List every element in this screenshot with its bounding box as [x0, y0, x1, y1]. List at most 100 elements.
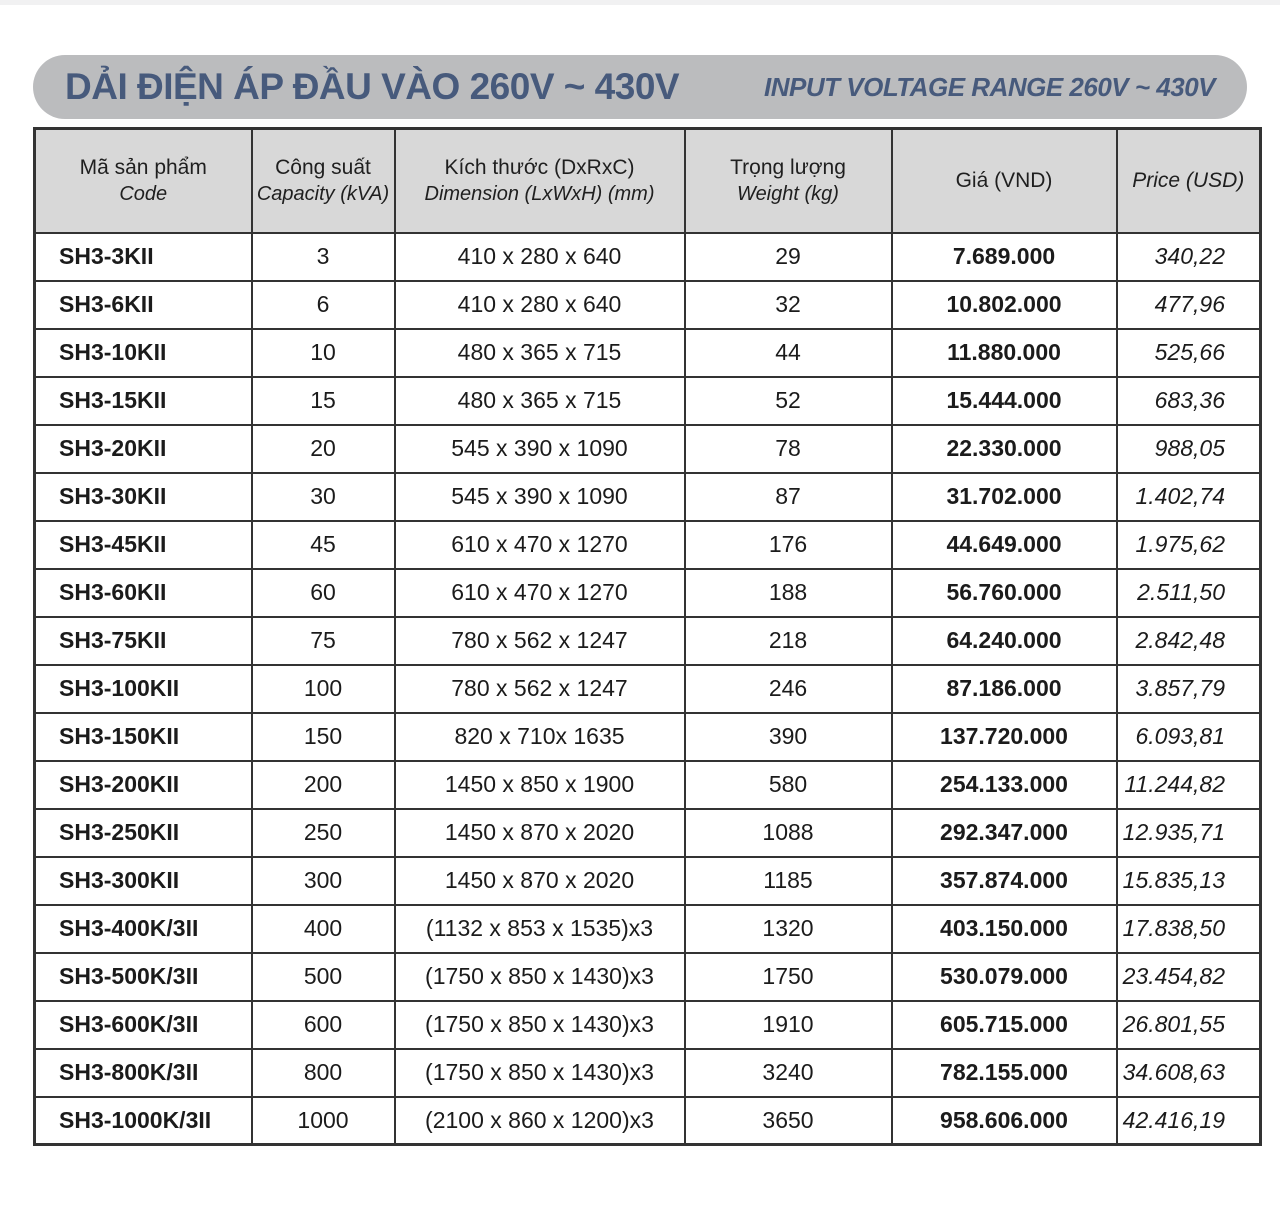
cell-product-code: SH3-250KII [33, 807, 253, 858]
page-top-edge [0, 0, 1280, 5]
table-row: SH3-3KII 3 410 x 280 x 640 29 7.689.000 … [33, 231, 1262, 282]
cell-product-code: SH3-10KII [33, 327, 253, 378]
cell-weight: 580 [683, 759, 893, 810]
cell-dimension: 610 x 470 x 1270 [393, 567, 686, 618]
cell-capacity: 6 [250, 279, 396, 330]
table-row: SH3-800K/3II 800 (1750 x 850 x 1430)x3 3… [33, 1047, 1262, 1098]
cell-product-code: SH3-800K/3II [33, 1047, 253, 1098]
price-table: Mã sản phẩm Code Công suất Capacity (kVA… [33, 127, 1262, 1146]
cell-price-vnd: 254.133.000 [890, 759, 1118, 810]
cell-product-code: SH3-200KII [33, 759, 253, 810]
cell-price-usd: 683,36 [1115, 375, 1262, 426]
cell-weight: 1185 [683, 855, 893, 906]
cell-price-vnd: 137.720.000 [890, 711, 1118, 762]
cell-product-code: SH3-6KII [33, 279, 253, 330]
table-header-row: Mã sản phẩm Code Công suất Capacity (kVA… [33, 127, 1262, 234]
table-row: SH3-10KII 10 480 x 365 x 715 44 11.880.0… [33, 327, 1262, 378]
cell-price-usd: 1.402,74 [1115, 471, 1262, 522]
cell-price-vnd: 403.150.000 [890, 903, 1118, 954]
cell-capacity: 60 [250, 567, 396, 618]
cell-price-usd: 34.608,63 [1115, 1047, 1262, 1098]
cell-dimension: (1750 x 850 x 1430)x3 [393, 951, 686, 1002]
cell-capacity: 250 [250, 807, 396, 858]
cell-price-usd: 2.842,48 [1115, 615, 1262, 666]
cell-weight: 1088 [683, 807, 893, 858]
cell-dimension: 1450 x 870 x 2020 [393, 855, 686, 906]
cell-product-code: SH3-500K/3II [33, 951, 253, 1002]
header-weight: Trọng lượng Weight (kg) [683, 127, 893, 234]
cell-dimension: 820 x 710x 1635 [393, 711, 686, 762]
cell-weight: 1910 [683, 999, 893, 1050]
cell-capacity: 10 [250, 327, 396, 378]
cell-capacity: 400 [250, 903, 396, 954]
table-row: SH3-45KII 45 610 x 470 x 1270 176 44.649… [33, 519, 1262, 570]
cell-dimension: 545 x 390 x 1090 [393, 423, 686, 474]
header-dimension-vi: Kích thước (DxRxC) [444, 155, 635, 179]
cell-price-vnd: 31.702.000 [890, 471, 1118, 522]
cell-capacity: 45 [250, 519, 396, 570]
table-row: SH3-60KII 60 610 x 470 x 1270 188 56.760… [33, 567, 1262, 618]
cell-capacity: 3 [250, 231, 396, 282]
cell-price-usd: 2.511,50 [1115, 567, 1262, 618]
cell-capacity: 20 [250, 423, 396, 474]
header-dimension-en: Dimension (LxWxH) (mm) [424, 182, 655, 205]
cell-capacity: 1000 [250, 1095, 396, 1146]
cell-product-code: SH3-60KII [33, 567, 253, 618]
cell-price-usd: 11.244,82 [1115, 759, 1262, 810]
header-price-vnd: Giá (VND) [890, 127, 1118, 234]
cell-dimension: (1132 x 853 x 1535)x3 [393, 903, 686, 954]
cell-weight: 3240 [683, 1047, 893, 1098]
cell-product-code: SH3-1000K/3II [33, 1095, 253, 1146]
header-dimension: Kích thước (DxRxC) Dimension (LxWxH) (mm… [393, 127, 686, 234]
header-code: Mã sản phẩm Code [33, 127, 253, 234]
cell-price-usd: 6.093,81 [1115, 711, 1262, 762]
cell-product-code: SH3-30KII [33, 471, 253, 522]
cell-price-vnd: 22.330.000 [890, 423, 1118, 474]
cell-price-usd: 12.935,71 [1115, 807, 1262, 858]
header-code-en: Code [119, 182, 168, 205]
cell-capacity: 100 [250, 663, 396, 714]
cell-price-usd: 1.975,62 [1115, 519, 1262, 570]
cell-product-code: SH3-45KII [33, 519, 253, 570]
cell-price-vnd: 56.760.000 [890, 567, 1118, 618]
cell-price-vnd: 64.240.000 [890, 615, 1118, 666]
cell-price-vnd: 10.802.000 [890, 279, 1118, 330]
cell-price-usd: 477,96 [1115, 279, 1262, 330]
table-row: SH3-200KII 200 1450 x 850 x 1900 580 254… [33, 759, 1262, 810]
cell-weight: 52 [683, 375, 893, 426]
header-price-vnd-label: Giá (VND) [955, 168, 1053, 192]
header-price-usd: Price (USD) [1115, 127, 1262, 234]
cell-product-code: SH3-400K/3II [33, 903, 253, 954]
cell-price-vnd: 530.079.000 [890, 951, 1118, 1002]
table-row: SH3-15KII 15 480 x 365 x 715 52 15.444.0… [33, 375, 1262, 426]
cell-weight: 78 [683, 423, 893, 474]
cell-product-code: SH3-600K/3II [33, 999, 253, 1050]
cell-price-vnd: 958.606.000 [890, 1095, 1118, 1146]
cell-price-usd: 17.838,50 [1115, 903, 1262, 954]
cell-dimension: 480 x 365 x 715 [393, 327, 686, 378]
table-row: SH3-1000K/3II 1000 (2100 x 860 x 1200)x3… [33, 1095, 1262, 1146]
cell-capacity: 75 [250, 615, 396, 666]
header-code-vi: Mã sản phẩm [79, 155, 207, 179]
cell-price-usd: 988,05 [1115, 423, 1262, 474]
cell-weight: 87 [683, 471, 893, 522]
table-row: SH3-30KII 30 545 x 390 x 1090 87 31.702.… [33, 471, 1262, 522]
cell-weight: 218 [683, 615, 893, 666]
cell-weight: 176 [683, 519, 893, 570]
cell-dimension: 780 x 562 x 1247 [393, 615, 686, 666]
cell-dimension: 545 x 390 x 1090 [393, 471, 686, 522]
cell-price-vnd: 292.347.000 [890, 807, 1118, 858]
table-row: SH3-250KII 250 1450 x 870 x 2020 1088 29… [33, 807, 1262, 858]
cell-dimension: 780 x 562 x 1247 [393, 663, 686, 714]
page-title: DẢI ĐIỆN ÁP ĐẦU VÀO 260V ~ 430V [65, 66, 680, 107]
cell-dimension: (2100 x 860 x 1200)x3 [393, 1095, 686, 1146]
cell-product-code: SH3-100KII [33, 663, 253, 714]
cell-product-code: SH3-20KII [33, 423, 253, 474]
cell-capacity: 200 [250, 759, 396, 810]
cell-price-usd: 23.454,82 [1115, 951, 1262, 1002]
cell-dimension: (1750 x 850 x 1430)x3 [393, 1047, 686, 1098]
cell-product-code: SH3-300KII [33, 855, 253, 906]
cell-dimension: 1450 x 850 x 1900 [393, 759, 686, 810]
cell-product-code: SH3-150KII [33, 711, 253, 762]
